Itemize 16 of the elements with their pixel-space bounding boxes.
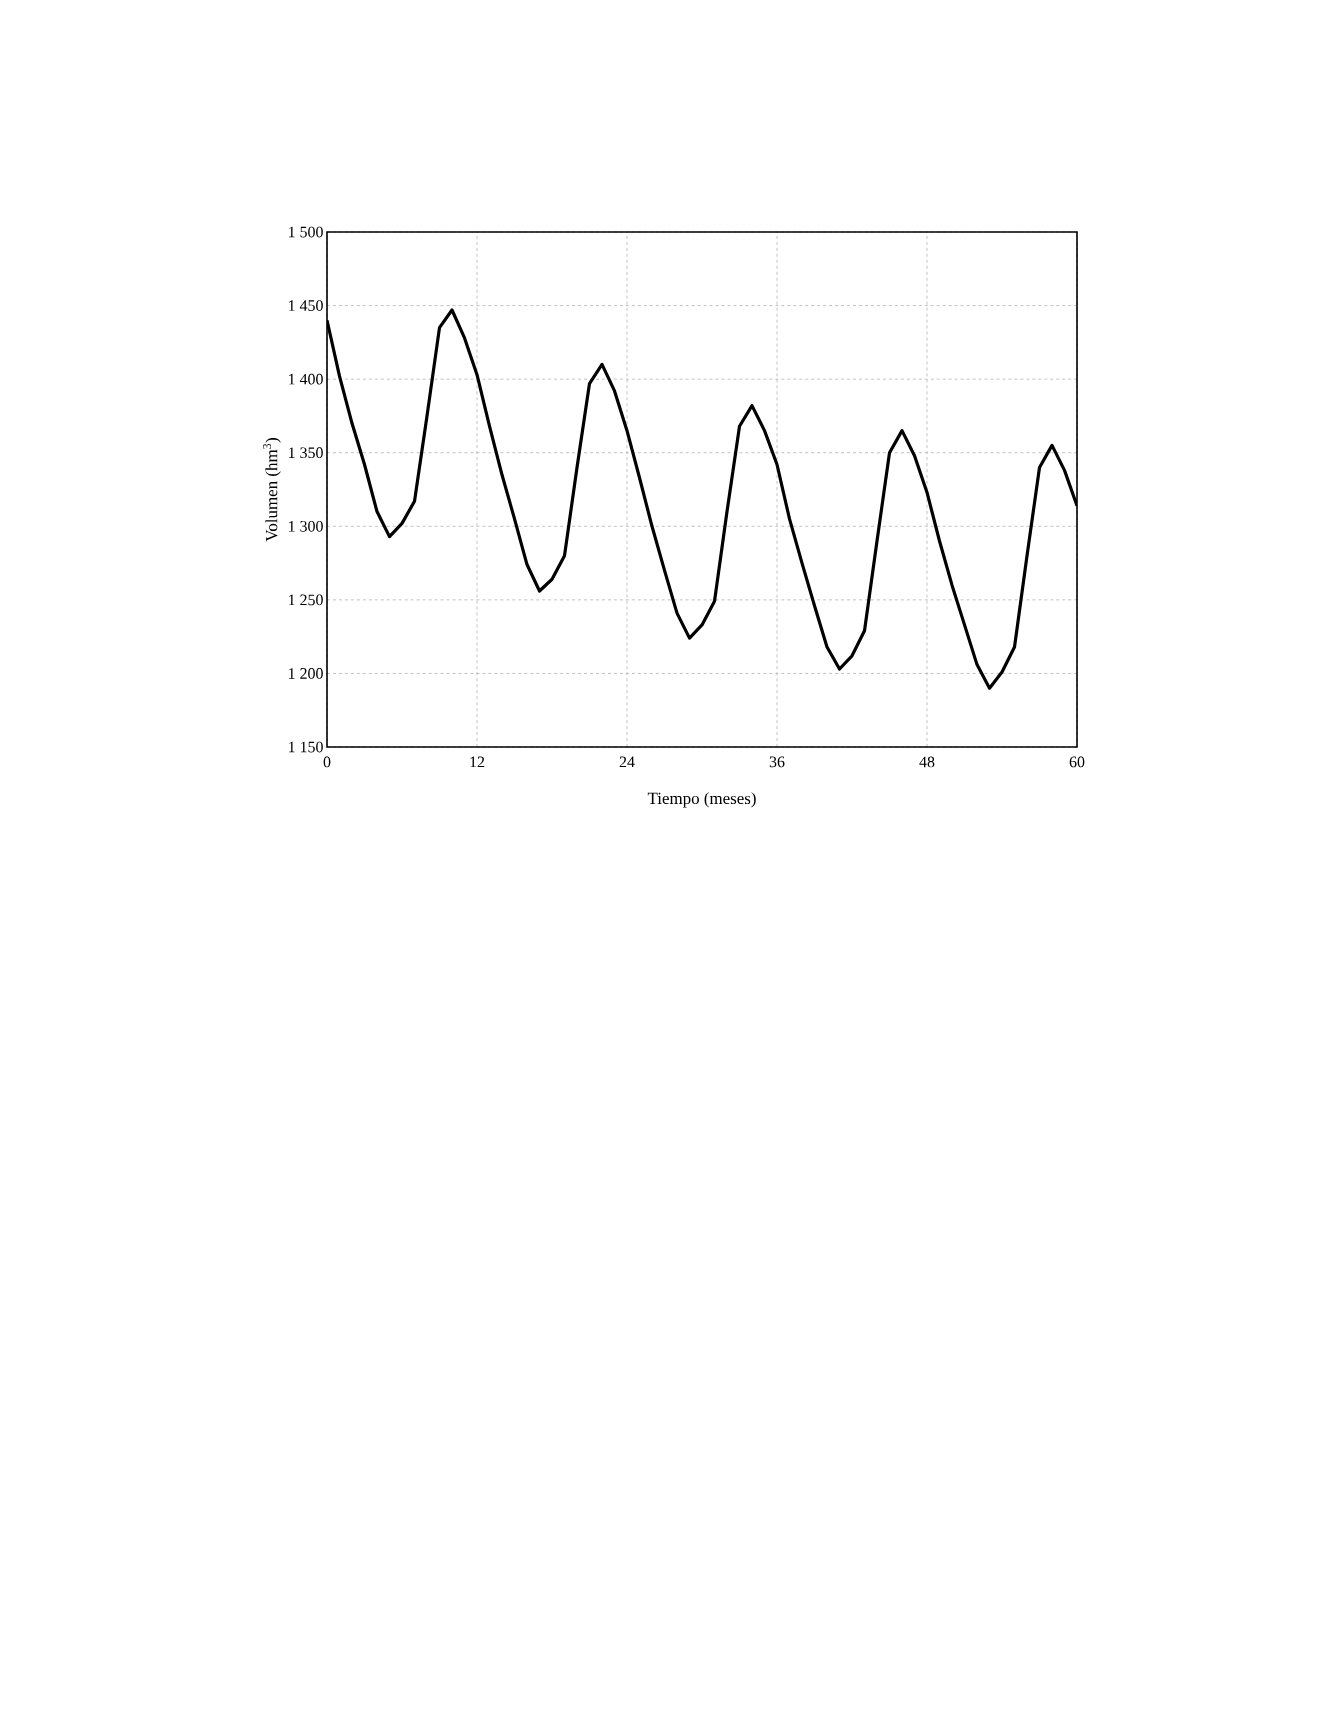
x-tick-label: 36 bbox=[769, 756, 785, 768]
y-tick-label: 1 200 bbox=[289, 668, 323, 679]
y-tick-label: 1 150 bbox=[289, 741, 323, 753]
y-tick-label: 1 350 bbox=[289, 447, 323, 459]
y-tick-label: 1 400 bbox=[289, 373, 323, 385]
x-tick-label: 12 bbox=[470, 756, 485, 768]
y-tick-label: 1 250 bbox=[289, 594, 323, 606]
x-tick-label: 24 bbox=[619, 756, 635, 768]
x-axis-title: Tiempo (meses) bbox=[647, 792, 756, 808]
y-tick-label: 1 450 bbox=[289, 300, 323, 311]
x-tick-label: 48 bbox=[919, 756, 935, 768]
y-tick-label: 1 300 bbox=[289, 520, 323, 532]
y-axis-title: Volumen (hm$^{3}$) bbox=[263, 438, 281, 542]
x-tick-label: 60 bbox=[1069, 756, 1085, 768]
x-tick-label: 0 bbox=[323, 756, 331, 768]
y-tick-label: 1 500 bbox=[289, 226, 323, 238]
